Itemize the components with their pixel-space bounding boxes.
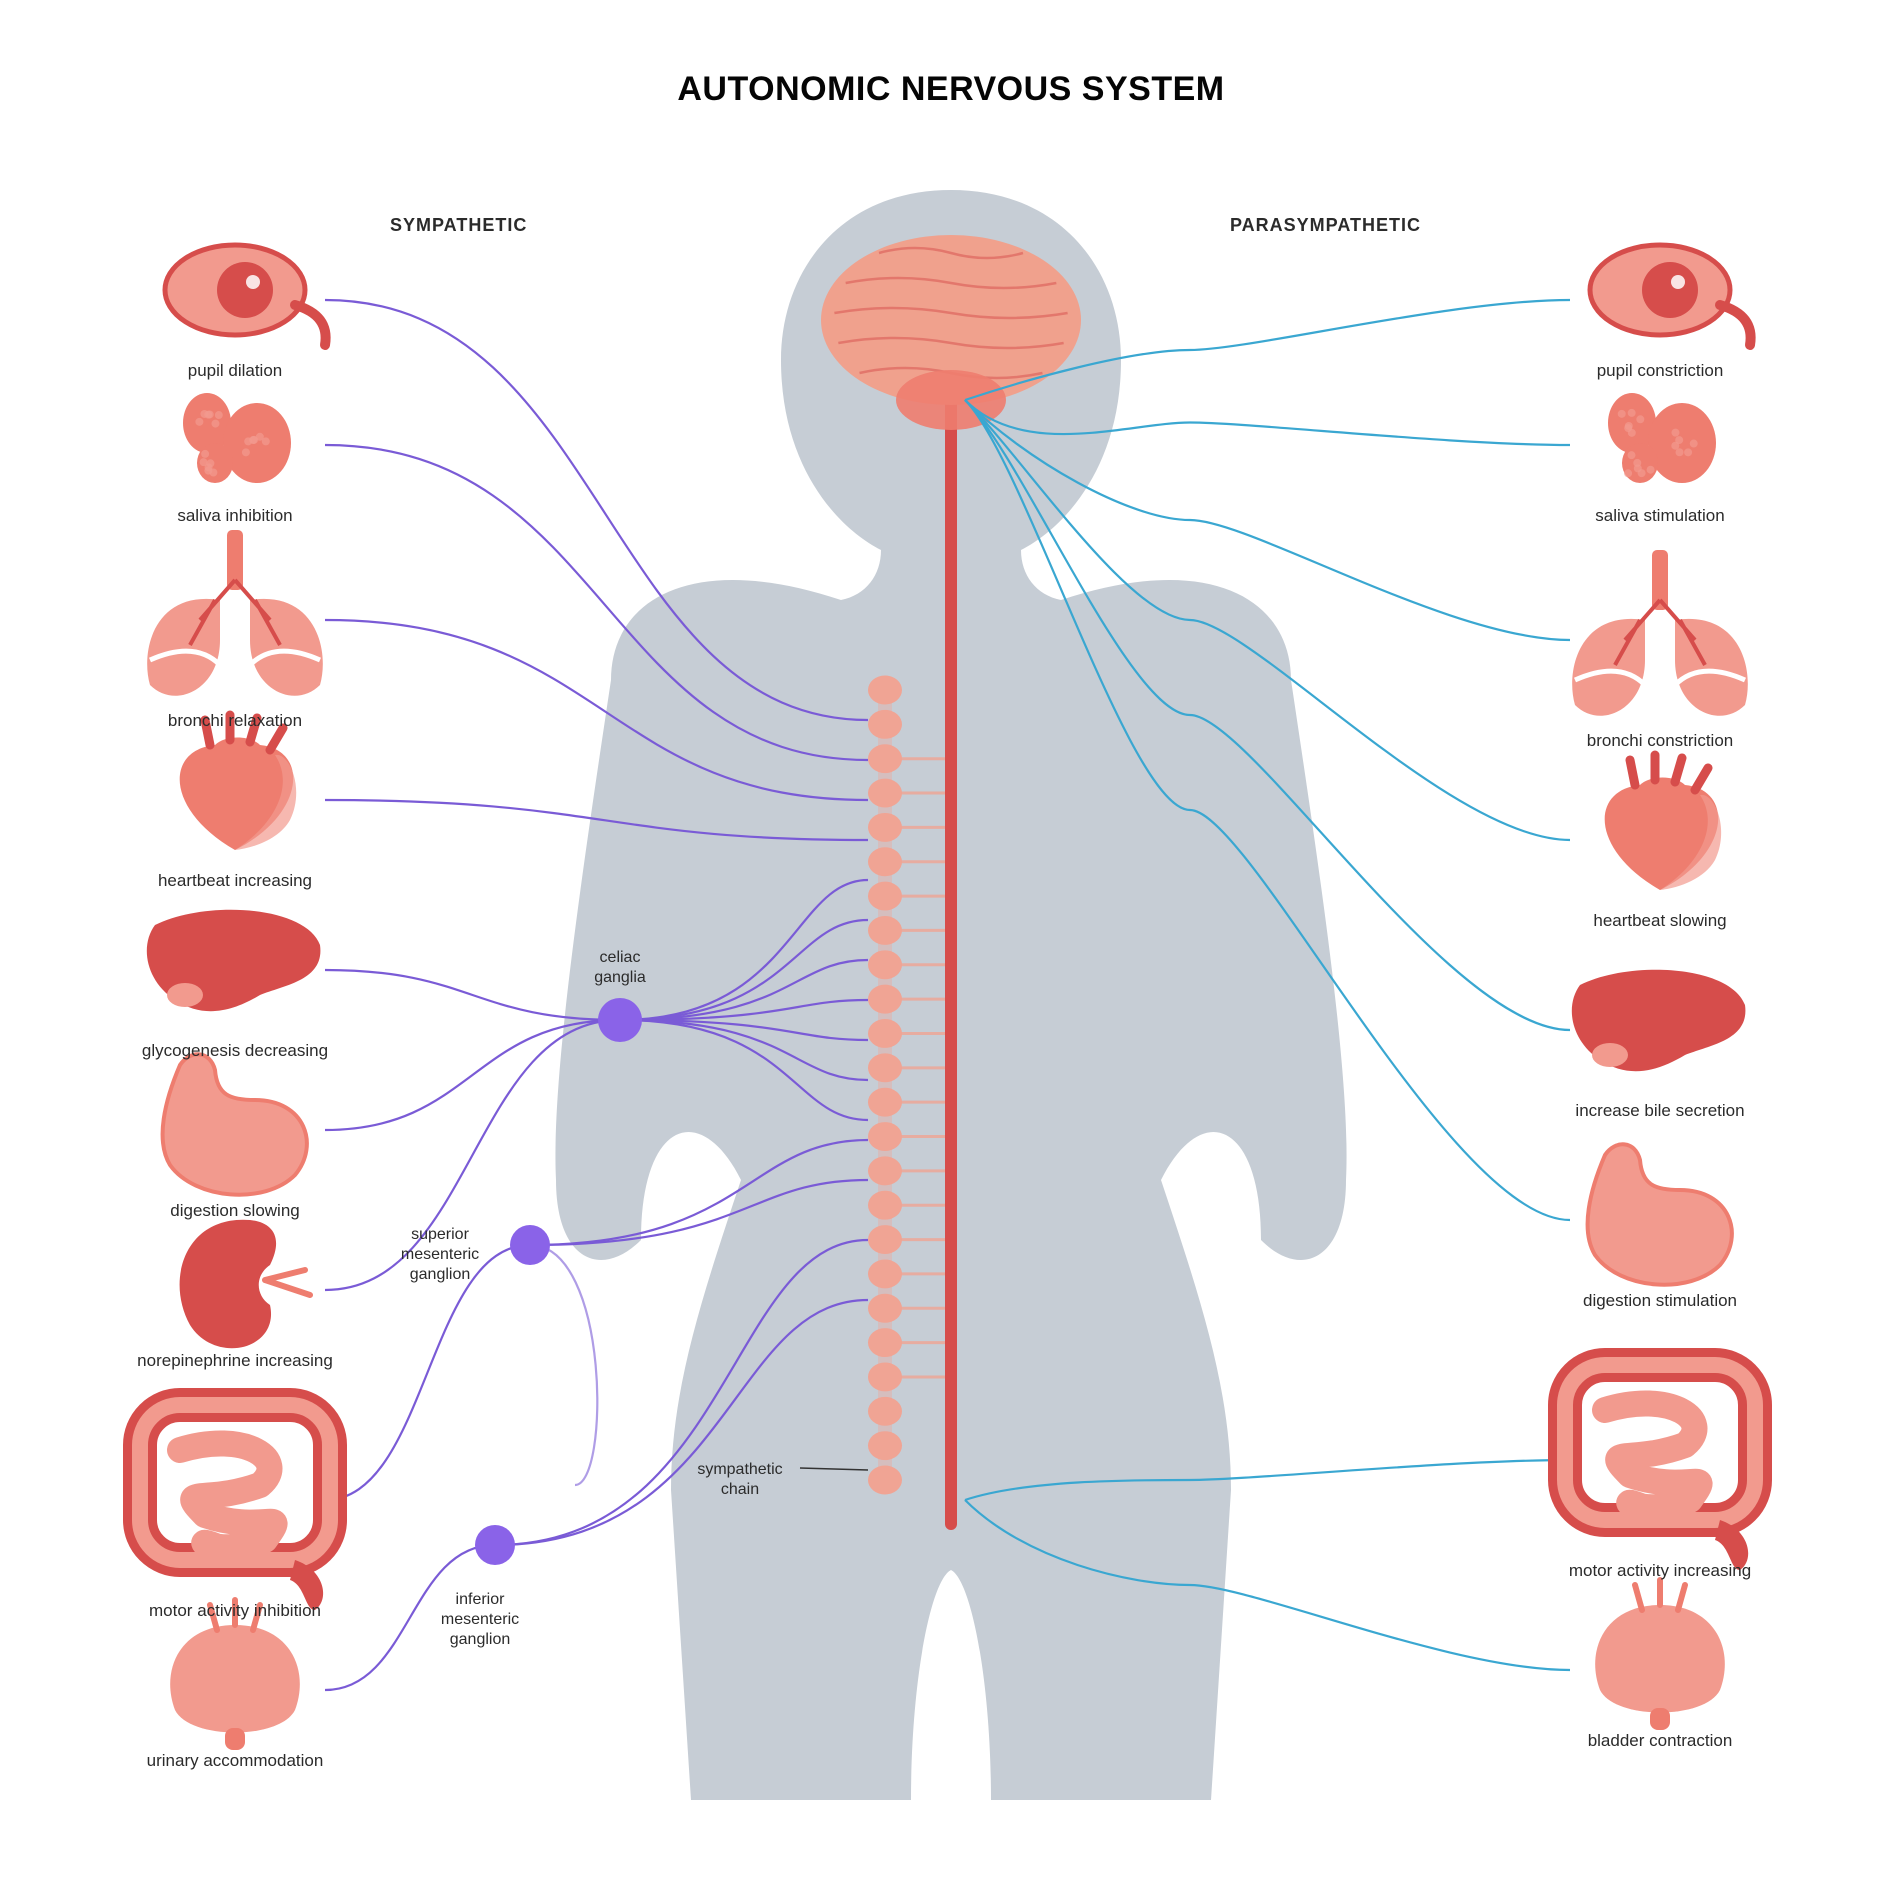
- liver-icon: [1572, 970, 1746, 1071]
- stomach-icon: [163, 1054, 307, 1194]
- bladder-icon: [170, 1600, 300, 1750]
- heart-icon: [1605, 755, 1722, 890]
- right-label-heart: heartbeat slowing: [1530, 910, 1790, 931]
- left-label-intestine: motor activity inhibition: [105, 1600, 365, 1621]
- spinal-cord: [945, 380, 957, 1530]
- left-label-stomach: digestion slowing: [105, 1200, 365, 1221]
- bladder-icon: [1595, 1580, 1725, 1730]
- ganglion-sup-mes: [510, 1225, 550, 1265]
- left-label-saliva: saliva inhibition: [105, 505, 365, 526]
- ganglion-label-celiac: celiacganglia: [550, 948, 690, 988]
- ganglion-inf-mes: [475, 1525, 515, 1565]
- left-label-kidney: norepinephrine increasing: [105, 1350, 365, 1371]
- eye-icon: [165, 245, 326, 345]
- left-label-heart: heartbeat increasing: [105, 870, 365, 891]
- right-label-saliva: saliva stimulation: [1530, 505, 1790, 526]
- kidney-icon: [180, 1220, 310, 1348]
- right-label-lungs: bronchi constriction: [1530, 730, 1790, 751]
- heart-icon: [180, 715, 297, 850]
- left-label-lungs: bronchi relaxation: [105, 710, 365, 731]
- salivary-icon: [183, 393, 291, 483]
- stomach-icon: [1588, 1144, 1732, 1284]
- intestine-icon: [140, 1405, 330, 1610]
- right-label-eye: pupil constriction: [1530, 360, 1790, 381]
- ganglion-label-inf-mes: inferiormesentericganglion: [410, 1590, 550, 1650]
- salivary-icon: [1608, 393, 1716, 483]
- right-label-intestine: motor activity increasing: [1530, 1560, 1790, 1581]
- eye-icon: [1590, 245, 1751, 345]
- intestine-icon: [1565, 1365, 1755, 1570]
- lungs-icon: [1572, 550, 1748, 716]
- ganglion-celiac: [598, 998, 642, 1042]
- left-label-eye: pupil dilation: [105, 360, 365, 381]
- right-label-bladder: bladder contraction: [1530, 1730, 1790, 1751]
- lungs-icon: [147, 530, 323, 696]
- sympathetic-chain-label: sympatheticchain: [670, 1460, 810, 1500]
- liver-icon: [147, 910, 321, 1011]
- ganglion-label-sup-mes: superiormesentericganglion: [370, 1225, 510, 1285]
- left-label-bladder: urinary accommodation: [105, 1750, 365, 1771]
- right-label-stomach: digestion stimulation: [1530, 1290, 1790, 1311]
- right-label-liver: increase bile secretion: [1530, 1100, 1790, 1121]
- left-label-liver: glycogenesis decreasing: [105, 1040, 365, 1061]
